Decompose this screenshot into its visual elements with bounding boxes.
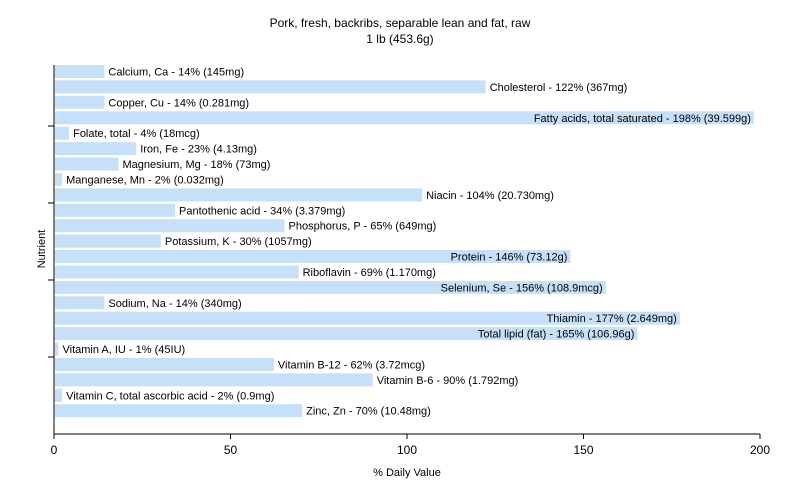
bar xyxy=(55,142,137,156)
bar-label: Vitamin B-12 - 62% (3.72mcg) xyxy=(278,360,425,372)
bar-label: Iron, Fe - 23% (4.13mg) xyxy=(140,144,257,156)
chart-subtitle: 1 lb (453.6g) xyxy=(366,32,434,46)
bar-label: Vitamin A, IU - 1% (45IU) xyxy=(63,344,186,356)
bar-label: Riboflavin - 69% (1.170mg) xyxy=(303,267,436,279)
bar-label: Potassium, K - 30% (1057mg) xyxy=(165,236,312,248)
bar-label: Total lipid (fat) - 165% (106.96g) xyxy=(478,329,635,341)
bar xyxy=(55,126,70,140)
bars-layer: Calcium, Ca - 14% (145mg) Cholesterol - 1… xyxy=(55,65,754,418)
bar xyxy=(55,373,373,387)
x-tick-label: 200 xyxy=(750,443,770,457)
bar xyxy=(55,157,119,171)
bar-label: Vitamin B-6 - 90% (1.792mg) xyxy=(377,375,519,387)
bar xyxy=(55,327,638,341)
bar-label: Manganese, Mn - 2% (0.032mg) xyxy=(66,174,224,186)
bar xyxy=(55,188,423,202)
bar-label: Cholesterol - 122% (367mg) xyxy=(490,82,628,94)
bar-label: Vitamin C, total ascorbic acid - 2% (0.9… xyxy=(66,390,274,402)
bar xyxy=(55,80,486,94)
bar xyxy=(55,95,105,109)
bar xyxy=(55,111,754,125)
bar xyxy=(55,342,59,356)
x-tick-label: 50 xyxy=(224,443,238,457)
bar-label: Protein - 146% (73.12g) xyxy=(451,252,568,264)
bar-label: Fatty acids, total saturated - 198% (39.… xyxy=(534,113,751,125)
bar xyxy=(55,296,105,310)
x-tick-label: 0 xyxy=(51,443,58,457)
bar-label: Magnesium, Mg - 18% (73mg) xyxy=(123,159,271,171)
bar-label: Copper, Cu - 14% (0.281mg) xyxy=(108,97,249,109)
bar xyxy=(55,219,285,233)
bar xyxy=(55,358,274,371)
bar-label: Sodium, Na - 14% (340mg) xyxy=(108,298,241,310)
y-axis-label: Nutrient xyxy=(36,230,48,269)
bar xyxy=(55,172,63,186)
bar xyxy=(55,280,606,294)
chart-title: Pork, fresh, backribs, separable lean an… xyxy=(269,16,531,30)
x-axis-label: % Daily Value xyxy=(373,467,441,479)
bar xyxy=(55,65,105,78)
x-ticks-layer: 0 50 100 150 200 xyxy=(51,434,770,457)
bar xyxy=(55,203,175,217)
x-tick-label: 150 xyxy=(573,443,593,457)
bar xyxy=(55,388,63,402)
bar-label: Niacin - 104% (20.730mg) xyxy=(426,190,554,202)
bar xyxy=(55,265,299,279)
bar-label: Thiamin - 177% (2.649mg) xyxy=(547,313,677,325)
bar xyxy=(55,311,680,325)
bar-label: Selenium, Se - 156% (108.9mcg) xyxy=(441,282,603,294)
x-tick-label: 100 xyxy=(397,443,417,457)
bar-label: Zinc, Zn - 70% (10.48mg) xyxy=(306,406,431,418)
bar-label: Calcium, Ca - 14% (145mg) xyxy=(108,67,244,79)
bar-label: Pantothenic acid - 34% (3.379mg) xyxy=(179,205,345,217)
bar xyxy=(55,234,161,248)
bar-label: Phosphorus, P - 65% (649mg) xyxy=(289,221,437,233)
bar-label: Folate, total - 4% (18mcg) xyxy=(73,128,200,140)
bar xyxy=(55,250,571,263)
bar xyxy=(55,404,303,418)
